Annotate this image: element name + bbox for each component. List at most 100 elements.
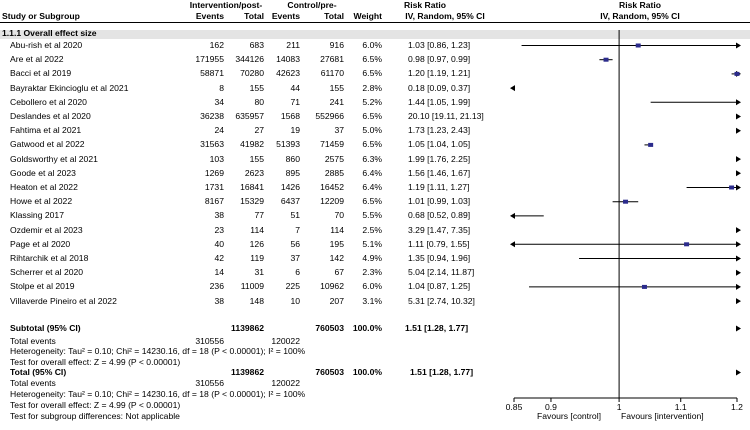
events-control: 10 bbox=[290, 295, 300, 306]
weight: 5.0% bbox=[362, 125, 382, 136]
group2-header: Control/pre- bbox=[287, 0, 337, 10]
weight: 6.5% bbox=[362, 111, 382, 121]
events-intervention: 38 bbox=[214, 295, 224, 306]
study-name: Goldsworthy et al 2021 bbox=[10, 153, 98, 164]
total-control: 114 bbox=[330, 224, 344, 235]
total-intervention: 635957 bbox=[235, 111, 264, 121]
total-control: 71459 bbox=[320, 139, 344, 150]
risk-ratio-ci: 1.20 [1.19, 1.21] bbox=[408, 68, 471, 79]
events-control: 51 bbox=[290, 210, 300, 221]
total-intervention: 11009 bbox=[240, 281, 264, 292]
events-control: 42623 bbox=[276, 68, 300, 79]
risk-ratio-ci: 1.01 [0.99, 1.03] bbox=[408, 196, 471, 207]
total-intervention: 114 bbox=[250, 224, 264, 235]
subtotal-events2: 120022 bbox=[271, 336, 300, 346]
study-name: Scherrer et al 2020 bbox=[10, 267, 84, 278]
events-control: 51393 bbox=[276, 139, 300, 150]
study-name: Abu-rish et al 2020 bbox=[10, 40, 83, 50]
study-name: Klassing 2017 bbox=[10, 210, 64, 221]
risk-ratio-ci: 0.18 [0.09, 0.37] bbox=[408, 82, 471, 93]
ci-arrow-left bbox=[510, 85, 515, 92]
total-intervention: 80 bbox=[254, 96, 264, 107]
total-arrow bbox=[736, 369, 741, 376]
weight: 2.8% bbox=[362, 82, 382, 93]
subgroup-label: 1.1.1 Overall effect size bbox=[2, 28, 97, 38]
ci-arrow-left bbox=[510, 212, 515, 219]
total-control: 16452 bbox=[320, 182, 344, 192]
total-control: 142 bbox=[329, 253, 344, 263]
weight: 5.5% bbox=[362, 210, 382, 221]
total-control: 27681 bbox=[320, 54, 344, 65]
header-rule bbox=[0, 22, 750, 23]
x-tick-label: 1 bbox=[617, 402, 622, 412]
study-name: Ozdemir et al 2023 bbox=[10, 224, 83, 235]
x-tick-label: 0.9 bbox=[545, 402, 557, 412]
events-intervention: 40 bbox=[214, 238, 224, 249]
risk-ratio-ci: 1.99 [1.76, 2.25] bbox=[408, 153, 471, 164]
events-control: 6437 bbox=[280, 196, 300, 207]
subtotal-ci: 1.51 [1.28, 1.77] bbox=[405, 323, 469, 333]
col-events2: Events bbox=[271, 11, 300, 21]
total-intervention: 119 bbox=[250, 253, 264, 263]
weight: 6.5% bbox=[362, 139, 382, 150]
ci-arrow-right bbox=[736, 113, 741, 120]
total-control: 2885 bbox=[324, 167, 344, 178]
point-estimate bbox=[684, 242, 690, 247]
events-control: 1426 bbox=[280, 182, 300, 192]
weight: 5.2% bbox=[362, 96, 382, 107]
weight: 6.5% bbox=[362, 54, 382, 65]
events-control: 44 bbox=[290, 82, 300, 93]
risk-ratio-ci: 1.44 [1.05, 1.99] bbox=[408, 96, 471, 107]
events-control: 225 bbox=[285, 281, 300, 292]
ci-arrow-right bbox=[736, 156, 741, 163]
point-estimate bbox=[648, 142, 654, 147]
ci-arrow-right bbox=[736, 241, 741, 248]
point-estimate bbox=[623, 199, 629, 204]
risk-ratio-ci: 20.10 [19.11, 21.13] bbox=[408, 111, 484, 121]
study-name: Cebollero et al 2020 bbox=[10, 96, 87, 107]
weight: 6.4% bbox=[362, 182, 382, 192]
total-total1: 1139862 bbox=[231, 367, 264, 377]
total-control: 61170 bbox=[320, 68, 344, 79]
ci-arrow-right bbox=[736, 283, 741, 290]
events-control: 6 bbox=[295, 267, 300, 278]
total-total2: 760503 bbox=[315, 367, 344, 377]
total-intervention: 126 bbox=[249, 238, 264, 249]
events-intervention: 171955 bbox=[195, 54, 224, 65]
subtotal-total2: 760503 bbox=[315, 323, 344, 333]
total-intervention: 70280 bbox=[240, 68, 264, 79]
risk-ratio-ci: 5.04 [2.14, 11.87] bbox=[408, 267, 475, 278]
study-name: Goode et al 2023 bbox=[10, 167, 76, 178]
events-control: 1568 bbox=[280, 111, 300, 121]
risk-ratio-ci: 5.31 [2.74, 10.32] bbox=[408, 295, 475, 306]
point-estimate bbox=[729, 185, 735, 190]
total-control: 70 bbox=[334, 210, 344, 221]
weight: 2.3% bbox=[362, 267, 382, 278]
group1-header: Intervention/post- bbox=[189, 0, 263, 10]
plot-effect-header: Risk Ratio bbox=[618, 0, 662, 10]
study-name: Gatwood et al 2022 bbox=[10, 139, 85, 150]
risk-ratio-ci: 1.35 [0.94, 1.96] bbox=[408, 253, 471, 263]
weight: 6.0% bbox=[362, 281, 382, 292]
plot-col-ci: IV, Random, 95% CI bbox=[600, 11, 680, 21]
risk-ratio-ci: 1.19 [1.11, 1.27] bbox=[408, 182, 470, 192]
ci-arrow-right bbox=[736, 184, 741, 191]
ci-arrow-right bbox=[736, 42, 741, 49]
risk-ratio-ci: 1.56 [1.46, 1.67] bbox=[408, 167, 471, 178]
ci-arrow-right bbox=[736, 99, 741, 106]
weight: 6.4% bbox=[362, 167, 382, 178]
total-control: 37 bbox=[334, 125, 344, 136]
total-intervention: 16841 bbox=[240, 182, 264, 192]
risk-ratio-ci: 0.98 [0.97, 0.99] bbox=[408, 54, 471, 65]
col-study: Study or Subgroup bbox=[2, 11, 80, 21]
point-estimate bbox=[603, 57, 609, 62]
study-name: Deslandes et al 2020 bbox=[10, 111, 91, 121]
events-intervention: 14 bbox=[214, 267, 224, 278]
subtotal-heterogeneity: Heterogeneity: Tau² = 0.10; Chi² = 14230… bbox=[10, 346, 306, 356]
total-intervention: 27 bbox=[254, 125, 264, 136]
events-control: 19 bbox=[290, 125, 300, 136]
subtotal-label: Subtotal (95% CI) bbox=[10, 323, 81, 333]
ci-arrow-right bbox=[736, 127, 741, 134]
risk-ratio-ci: 0.68 [0.52, 0.89] bbox=[408, 210, 471, 221]
